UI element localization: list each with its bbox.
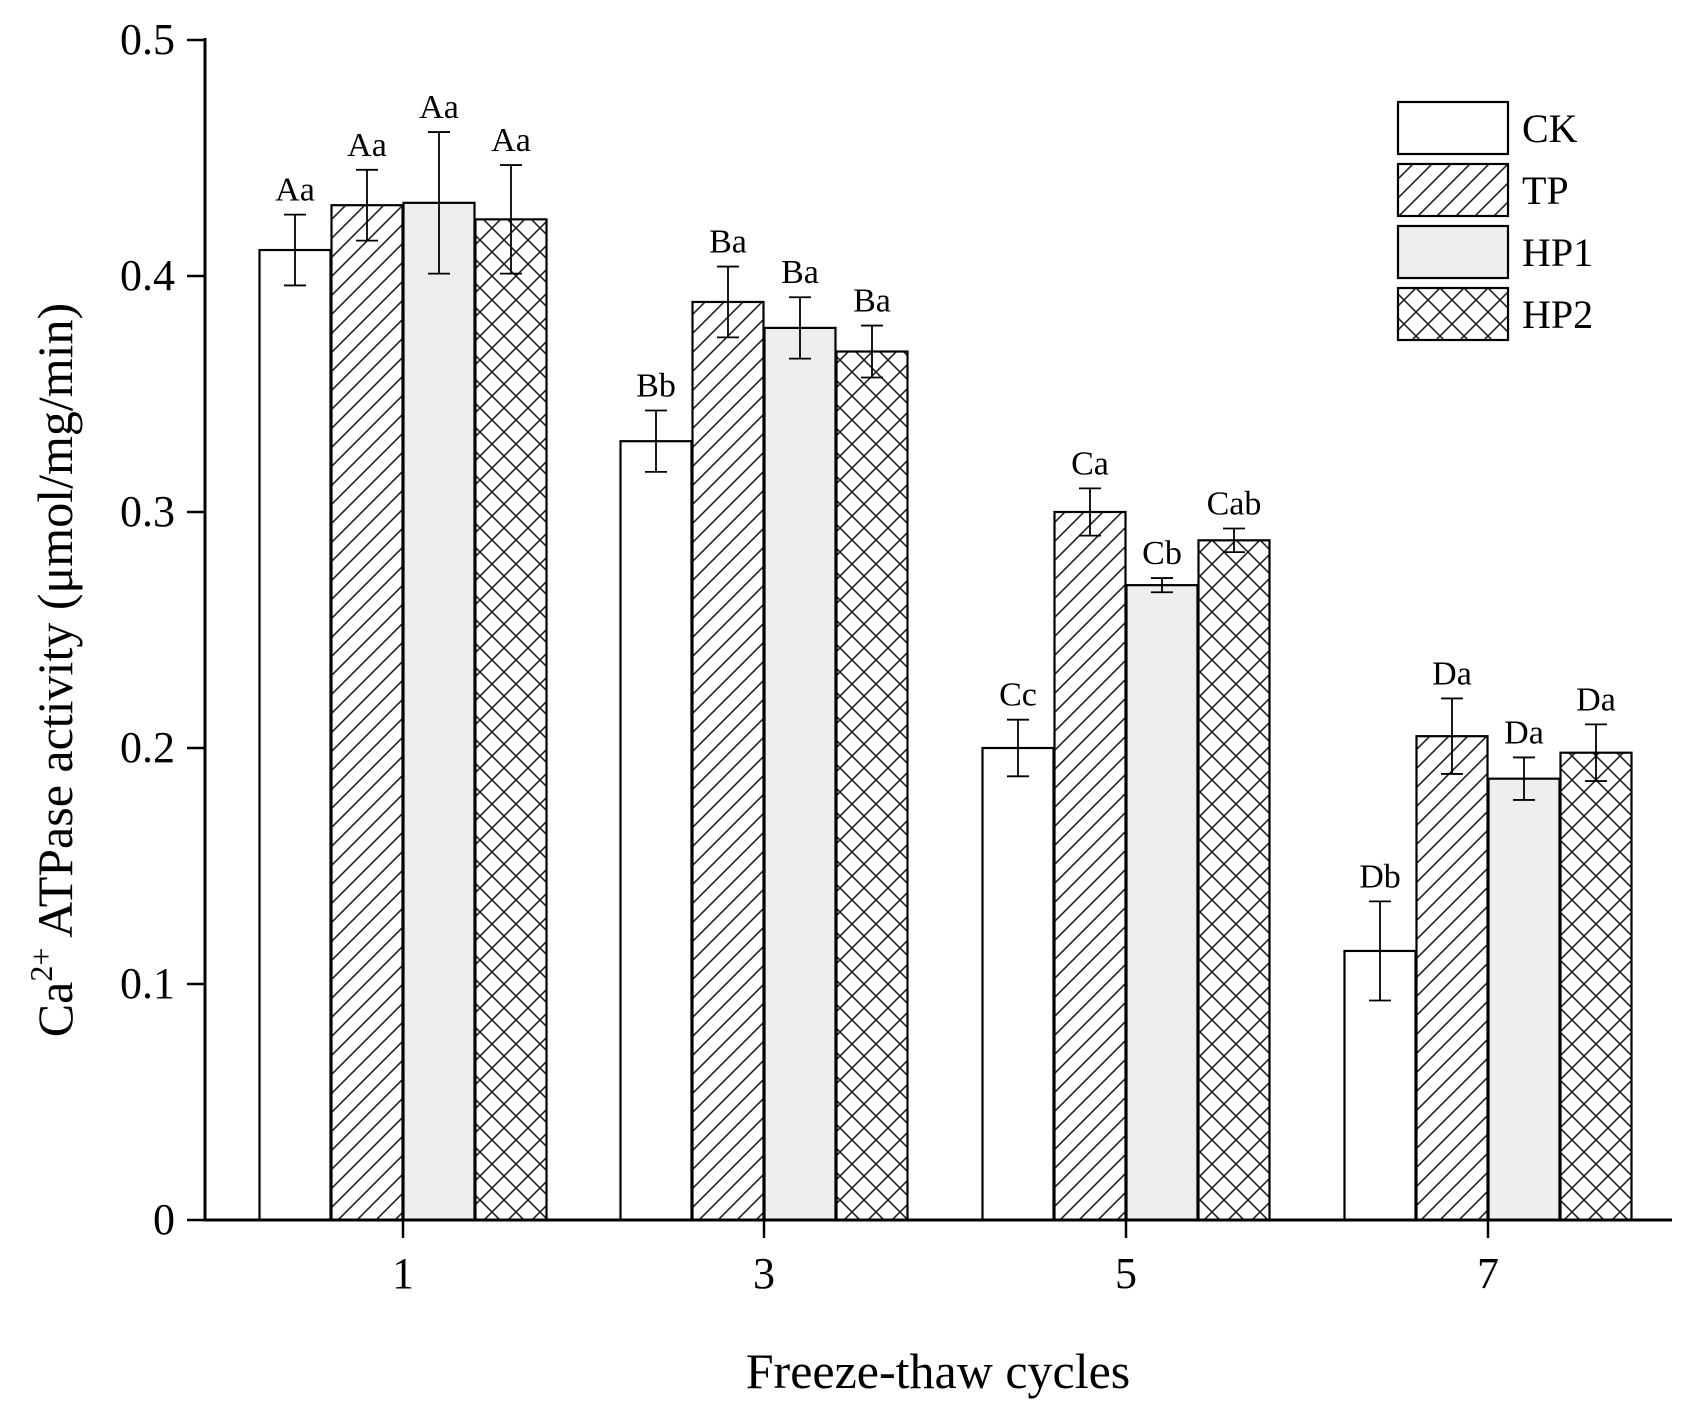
bar-hp1-cycle-7 — [1487, 777, 1561, 1222]
x-tick-label: 5 — [1115, 1249, 1137, 1298]
bar-ck-cycle-5 — [981, 746, 1055, 1222]
significance-label: Aa — [491, 122, 531, 159]
significance-label: Ba — [709, 224, 747, 261]
legend: CK TP HP1 HP2 — [1396, 100, 1593, 342]
bar-ck-cycle-3 — [619, 440, 693, 1222]
bar-tp-cycle-1 — [330, 204, 404, 1222]
significance-label: Da — [1576, 681, 1616, 718]
significance-label: Aa — [347, 127, 387, 164]
bar-hp1-cycle-5 — [1125, 584, 1199, 1222]
significance-label: Ba — [781, 254, 819, 291]
significance-label: Cb — [1142, 535, 1182, 572]
x-tick-label: 3 — [753, 1249, 775, 1298]
bar-hp2-cycle-1 — [474, 218, 548, 1222]
significance-label: Cab — [1207, 486, 1262, 523]
y-tick-label: 0.2 — [120, 723, 175, 772]
x-axis-title: Freeze-thaw cycles — [746, 1343, 1131, 1399]
significance-label: Ba — [853, 283, 891, 320]
significance-label: Db — [1359, 858, 1401, 895]
significance-label: Ca — [1071, 445, 1109, 482]
legend-label-ck: CK — [1522, 106, 1578, 151]
legend-label-hp2: HP2 — [1522, 292, 1593, 337]
bar-hp2-cycle-3 — [835, 350, 909, 1222]
significance-label: Da — [1432, 655, 1472, 692]
bar-hp1-cycle-3 — [763, 326, 837, 1222]
bar-ck-cycle-1 — [258, 248, 332, 1222]
legend-label-hp1: HP1 — [1522, 230, 1593, 275]
bar-tp-cycle-5 — [1053, 510, 1127, 1222]
legend-swatch-tp — [1396, 162, 1510, 218]
y-axis-title-base: Ca — [27, 982, 83, 1038]
bar-hp2-cycle-5 — [1197, 539, 1271, 1222]
y-axis-title: Ca2+ ATPase activity (μmol/mg/min) — [23, 303, 83, 1037]
significance-label: Aa — [275, 172, 315, 209]
y-tick-label: 0.3 — [120, 487, 175, 536]
plot-area: Aa Bb Cc Db Aa Ba Ca Da Aa Ba Cb Da Aa Ba Cab Da 0 0.1 0.2… — [120, 15, 1672, 1298]
x-tick-label: 7 — [1477, 1249, 1499, 1298]
y-tick-label: 0 — [153, 1195, 175, 1244]
legend-swatch-hp2 — [1396, 286, 1510, 342]
bar-tp-cycle-7 — [1415, 735, 1489, 1222]
bar-tp-cycle-3 — [691, 300, 765, 1222]
bar-hp1-cycle-1 — [402, 201, 476, 1222]
significance-label: Da — [1504, 714, 1544, 751]
legend-label-tp: TP — [1522, 168, 1569, 213]
significance-label: Bb — [636, 368, 676, 405]
legend-swatch-hp1 — [1396, 224, 1510, 280]
y-tick-label: 0.5 — [120, 15, 175, 64]
y-axis-title-rest: ATPase activity (μmol/mg/min) — [27, 303, 83, 948]
y-axis-title-superscript: 2+ — [23, 948, 59, 982]
legend-swatch-ck — [1396, 100, 1510, 156]
x-tick-label: 1 — [392, 1249, 414, 1298]
y-tick-label: 0.4 — [120, 251, 175, 300]
bar-hp2-cycle-7 — [1559, 751, 1633, 1222]
significance-label: Cc — [999, 677, 1037, 714]
y-tick-label: 0.1 — [120, 959, 175, 1008]
significance-label: Aa — [419, 89, 459, 126]
